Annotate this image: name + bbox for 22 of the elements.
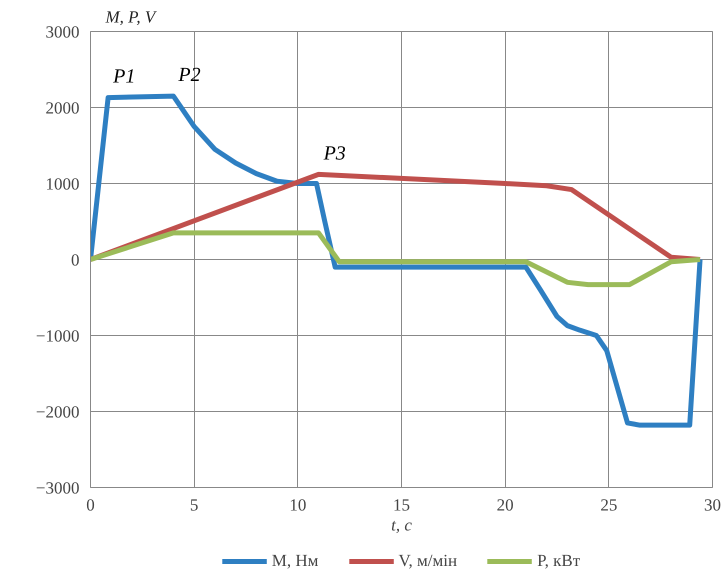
annotation: P1: [112, 66, 136, 88]
legend-label: P, кВт: [537, 551, 580, 571]
annotation: P2: [177, 64, 201, 86]
y-tick-label: 1000: [46, 174, 80, 194]
x-axis-title: t, c: [391, 516, 412, 534]
y-axis-title: M, P, V: [104, 8, 158, 26]
annotation: P3: [322, 142, 346, 164]
x-tick-label: 30: [704, 496, 721, 514]
y-tick-label: 2000: [46, 98, 80, 118]
x-tick-label: 15: [393, 496, 410, 514]
x-tick-label: 20: [496, 496, 514, 514]
x-tick-label: 0: [86, 496, 95, 514]
x-tick-label: 25: [600, 496, 618, 514]
y-tick-label: −3000: [36, 478, 80, 498]
x-tick-label: 10: [289, 496, 306, 514]
y-tick-label: −1000: [36, 326, 80, 346]
y-tick-label: −2000: [36, 402, 80, 422]
legend-label: M, Нм: [272, 551, 318, 571]
y-tick-label: 0: [71, 250, 80, 270]
legend-label: V, м/мін: [398, 551, 458, 571]
y-tick-label: 3000: [46, 22, 80, 42]
x-tick-label: 5: [190, 496, 198, 514]
